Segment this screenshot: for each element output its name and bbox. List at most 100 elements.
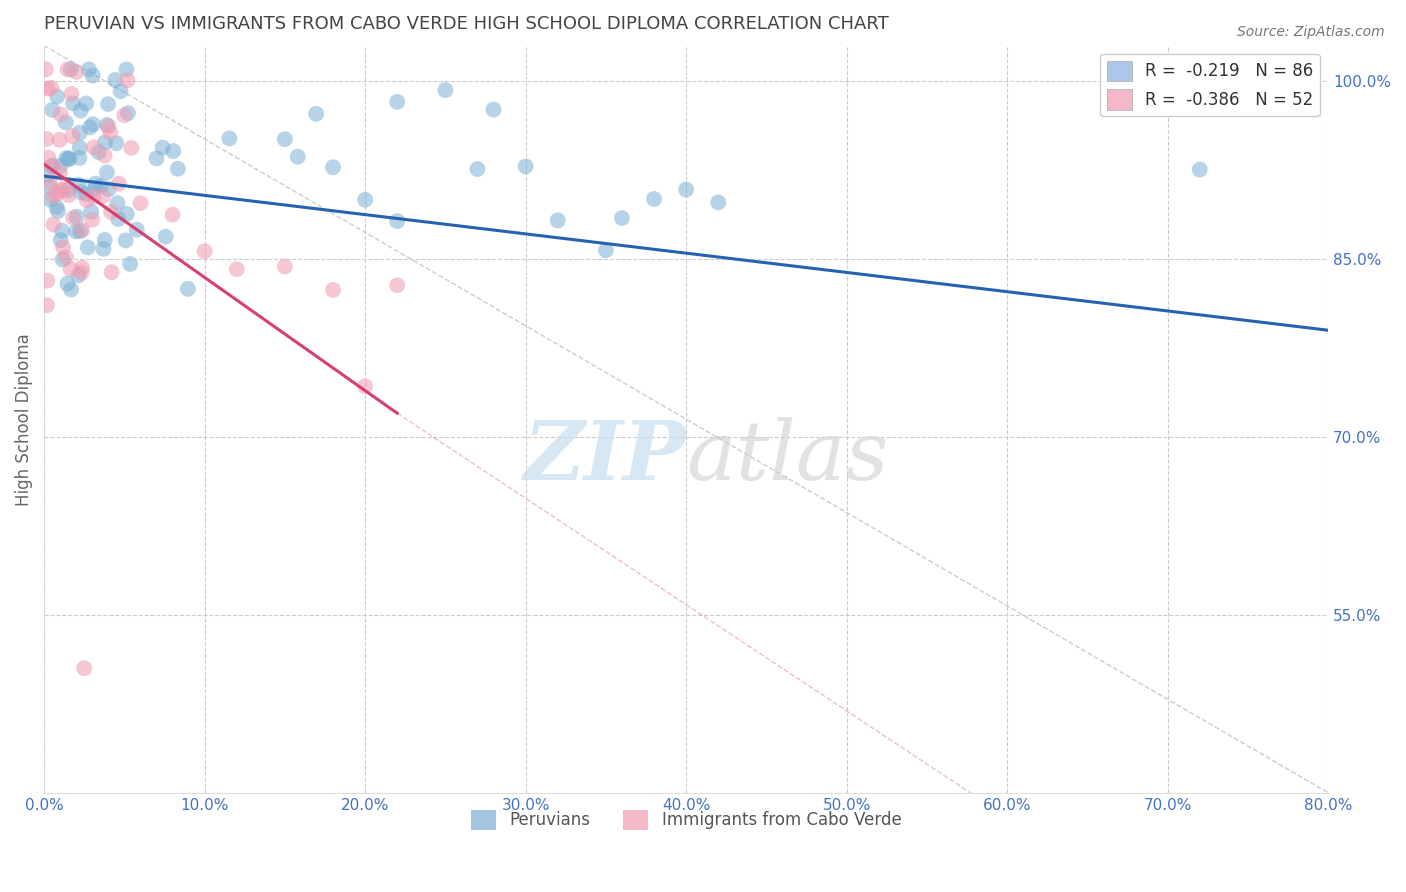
- Point: [69, 141, 91, 155]
- Point: [100, 265, 122, 279]
- Point: [73, 661, 96, 675]
- Point: [482, 103, 505, 117]
- Point: [114, 234, 136, 248]
- Point: [67, 268, 90, 282]
- Point: [70, 266, 93, 280]
- Point: [322, 283, 344, 297]
- Point: [93, 148, 115, 162]
- Point: [53, 181, 76, 195]
- Point: [547, 213, 569, 227]
- Point: [90, 179, 112, 194]
- Point: [387, 95, 409, 109]
- Y-axis label: High School Diploma: High School Diploma: [15, 333, 32, 506]
- Point: [67, 178, 90, 192]
- Point: [120, 141, 142, 155]
- Point: [274, 260, 297, 274]
- Point: [67, 151, 90, 165]
- Point: [287, 150, 309, 164]
- Point: [46, 89, 69, 103]
- Point: [354, 379, 377, 393]
- Point: [35, 62, 58, 77]
- Text: Source: ZipAtlas.com: Source: ZipAtlas.com: [1237, 25, 1385, 39]
- Point: [60, 87, 83, 101]
- Point: [115, 62, 138, 77]
- Point: [120, 257, 142, 271]
- Point: [274, 132, 297, 146]
- Point: [69, 103, 91, 118]
- Point: [51, 224, 73, 238]
- Point: [82, 212, 104, 227]
- Point: [58, 188, 80, 202]
- Point: [37, 274, 59, 288]
- Point: [60, 129, 83, 144]
- Point: [60, 62, 83, 77]
- Point: [107, 196, 129, 211]
- Point: [82, 117, 104, 131]
- Point: [675, 182, 697, 196]
- Point: [152, 141, 174, 155]
- Point: [194, 244, 217, 259]
- Point: [83, 182, 105, 196]
- Point: [218, 131, 240, 145]
- Point: [707, 195, 730, 210]
- Point: [42, 189, 65, 203]
- Point: [70, 223, 93, 237]
- Point: [38, 193, 60, 207]
- Point: [110, 84, 132, 98]
- Point: [129, 196, 152, 211]
- Text: atlas: atlas: [686, 417, 889, 497]
- Point: [38, 151, 60, 165]
- Point: [49, 233, 72, 247]
- Point: [87, 145, 110, 160]
- Point: [162, 144, 184, 158]
- Point: [97, 97, 120, 112]
- Point: [56, 183, 79, 197]
- Point: [41, 159, 63, 173]
- Point: [515, 160, 537, 174]
- Point: [96, 165, 118, 179]
- Point: [39, 179, 62, 194]
- Point: [69, 224, 91, 238]
- Point: [117, 106, 139, 120]
- Point: [107, 177, 129, 191]
- Point: [41, 81, 63, 95]
- Point: [643, 192, 665, 206]
- Point: [105, 136, 128, 151]
- Point: [84, 177, 107, 191]
- Point: [225, 262, 247, 277]
- Point: [97, 120, 120, 134]
- Point: [93, 233, 115, 247]
- Point: [56, 277, 79, 291]
- Point: [305, 107, 328, 121]
- Point: [107, 212, 129, 227]
- Point: [65, 225, 87, 239]
- Point: [77, 62, 100, 77]
- Point: [37, 81, 59, 95]
- Point: [65, 65, 87, 79]
- Point: [145, 152, 167, 166]
- Point: [97, 182, 120, 196]
- Point: [52, 252, 75, 267]
- Point: [70, 186, 93, 200]
- Point: [115, 207, 138, 221]
- Point: [322, 160, 344, 174]
- Point: [117, 73, 139, 87]
- Point: [91, 189, 114, 203]
- Point: [55, 151, 77, 165]
- Point: [98, 126, 121, 140]
- Point: [69, 126, 91, 140]
- Point: [467, 161, 489, 176]
- Point: [595, 243, 617, 257]
- Point: [55, 115, 77, 129]
- Point: [48, 133, 70, 147]
- Point: [83, 140, 105, 154]
- Point: [35, 298, 58, 312]
- Point: [166, 161, 188, 176]
- Point: [52, 240, 75, 254]
- Point: [387, 278, 409, 293]
- Point: [112, 108, 135, 122]
- Point: [38, 174, 60, 188]
- Point: [49, 107, 72, 121]
- Point: [610, 211, 633, 225]
- Legend: Peruvians, Immigrants from Cabo Verde: Peruvians, Immigrants from Cabo Verde: [464, 803, 908, 837]
